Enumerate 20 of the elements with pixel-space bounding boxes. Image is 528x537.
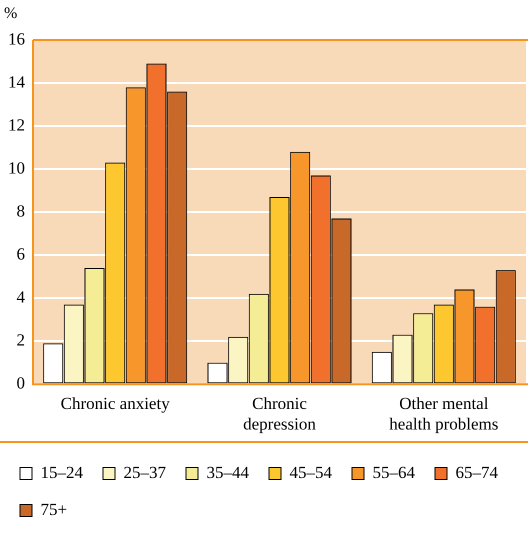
legend-label: 15–24 <box>40 462 84 482</box>
y-tick-label: 14 <box>8 72 26 92</box>
y-tick-label: 8 <box>16 202 25 221</box>
legend-label: 55–64 <box>372 462 416 482</box>
y-tick-label: 16 <box>8 29 25 48</box>
y-tick-label: 0 <box>16 374 25 393</box>
y-tick-label: 4 <box>16 288 26 307</box>
legend-label: 45–54 <box>290 462 332 482</box>
legend-label: 65–74 <box>456 462 498 482</box>
legend-label: 35–44 <box>206 462 250 482</box>
y-tick-label: 10 <box>8 158 25 178</box>
x-tick-label: Chronic depression <box>243 394 316 434</box>
legend-label: 25–37 <box>124 462 166 482</box>
x-tick-label: Chronic anxiety <box>60 394 170 413</box>
y-tick-label: 12 <box>8 116 25 135</box>
legend-label: 75+ <box>40 500 68 519</box>
y-tick-label: 6 <box>16 244 25 264</box>
y-tick-label: 2 <box>16 330 25 350</box>
x-tick-label: Other mental health problems <box>389 394 498 434</box>
y-axis-title: % <box>4 5 18 22</box>
